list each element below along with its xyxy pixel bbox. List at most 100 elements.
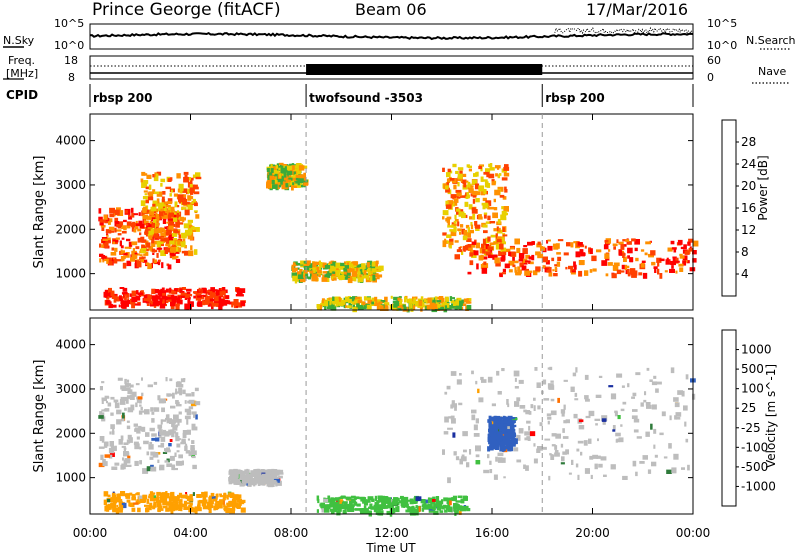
heatmap-cell [209,499,213,505]
heatmap-cell [449,238,454,243]
heatmap-cell [482,248,486,254]
heatmap-cell [173,468,178,471]
heatmap-cell [165,507,169,512]
heatmap-cell [487,454,490,459]
heatmap-cell [489,424,492,429]
heatmap-cell [618,241,624,245]
heatmap-cell [185,494,188,500]
heatmap-cell [175,303,180,307]
heatmap-cell [319,304,322,311]
heatmap-cell [353,300,358,304]
heatmap-cell [458,402,463,406]
heatmap-cell [231,469,236,475]
heatmap-cell [171,464,176,471]
heatmap-cell [454,202,458,206]
heatmap-cell [300,277,306,283]
heatmap-cell [614,411,618,417]
heatmap-cell [550,398,555,402]
heatmap-cell [127,434,132,440]
heatmap-cell [108,287,112,294]
heatmap-cell [273,166,278,170]
heatmap-cell [679,253,683,256]
heatmap-cell [463,182,467,188]
heatmap-cell [194,387,199,392]
heatmap-cell [113,399,118,403]
heatmap-cell [192,229,196,232]
heatmap-cell [170,301,176,307]
heatmap-cell [119,221,124,226]
heatmap-cell [482,256,488,260]
heatmap-cell [196,295,202,298]
heatmap-cell [383,304,387,311]
heatmap-cell [572,270,576,273]
heatmap-cell [512,424,517,428]
heatmap-cell [156,241,161,248]
heatmap-cell [522,248,528,255]
heatmap-cell [130,207,134,213]
heatmap-cell [523,245,528,248]
heatmap-cell [510,429,516,432]
heatmap-cell [158,241,164,245]
heatmap-cell [130,257,136,262]
heatmap-cell [172,296,177,303]
heatmap-cell [445,200,449,207]
heatmap-cell [295,174,301,178]
heatmap-cell [183,500,188,507]
heatmap-cell [147,294,152,300]
heatmap-cell [655,388,659,393]
heatmap-cell [508,260,515,266]
heatmap-cell [679,267,684,272]
heatmap-cell [172,223,176,227]
heatmap-cell [184,445,188,451]
heatmap-cell [286,179,292,183]
heatmap-cell [106,295,110,300]
heatmap-cell [525,410,531,415]
heatmap-cell [317,499,320,504]
heatmap-cell [351,500,357,503]
heatmap-cell [119,398,126,405]
heatmap-cell [178,411,182,415]
heatmap-cell [129,503,135,507]
heatmap-cell [516,247,521,254]
heatmap-cell [161,293,166,296]
heatmap-cell [161,227,165,231]
heatmap-cell [270,168,274,173]
heatmap-cell [178,492,183,498]
cpid-segment-label: twofsound -3503 [309,91,423,105]
heatmap-cell [107,494,111,498]
heatmap-cell [578,260,585,265]
heatmap-cell [110,396,115,400]
heatmap-cell [397,302,402,308]
heatmap-cell [326,306,331,309]
heatmap-cell [119,298,124,301]
heatmap-cell [536,448,541,453]
heatmap-cell [193,413,196,418]
heatmap-cell [455,170,459,174]
heatmap-cell [580,252,585,257]
heatmap-cell [301,165,308,169]
heatmap-cell [459,373,462,376]
heatmap-cell [453,226,457,233]
heatmap-cell [277,178,283,182]
heatmap-cell [463,298,469,303]
heatmap-cell [145,432,150,437]
heatmap-cell [595,423,598,426]
heatmap-cell [142,494,148,500]
heatmap-cell [194,210,198,213]
heatmap-cell [664,270,668,273]
heatmap-cell [154,172,157,177]
heatmap-cell [475,445,481,452]
heatmap-cell [368,268,374,273]
heatmap-cell [295,262,300,265]
heatmap-cell [462,506,467,512]
heatmap-cell [436,507,441,511]
heatmap-cell [489,242,495,245]
heatmap-cell [143,206,147,212]
heatmap-cell [296,169,302,175]
heatmap-cell [490,444,495,450]
heatmap-cell [484,202,489,208]
heatmap-cell [432,499,436,502]
heatmap-cell [376,277,380,280]
heatmap-cell [332,302,335,307]
heatmap-cell [155,203,161,207]
